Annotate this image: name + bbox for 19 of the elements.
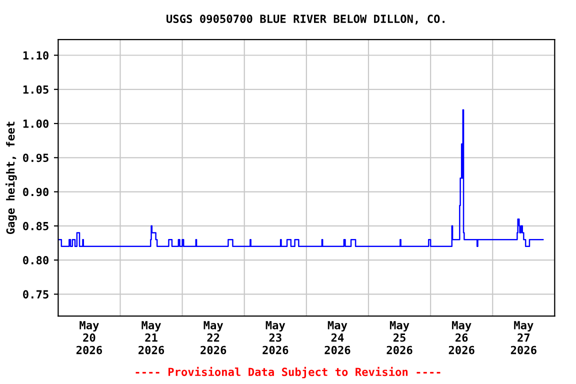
x-tick-label: May 24 2026 [324, 321, 350, 354]
y-tick-label: 0.95 [23, 154, 48, 162]
x-tick-label: May 21 2026 [138, 321, 164, 354]
y-tick-label: 1.05 [23, 85, 48, 94]
x-tick-label: May 22 2026 [200, 321, 226, 354]
y-tick-label: 0.75 [23, 290, 48, 299]
chart-title: USGS 09050700 BLUE RIVER BELOW DILLON, CO. [166, 14, 444, 24]
x-tick-label: May 26 2026 [448, 321, 474, 354]
text: ---- Provisional Data Subject to Revision ---- [136, 366, 440, 378]
x-tick-label: May 20 2026 [76, 321, 102, 354]
x-tick-label: May 25 2026 [386, 321, 412, 354]
y-axis-title: Gage height, feet [5, 122, 17, 234]
y-tick-label: 0.80 [23, 256, 48, 264]
x-tick-label: May 23 2026 [262, 321, 288, 354]
x-tick-label: May 27 2026 [510, 321, 536, 354]
y-tick-label: 0.85 [23, 222, 48, 230]
y-tick-label: 1.10 [23, 51, 48, 60]
y-tick-label: 0.90 [23, 188, 48, 196]
y-tick-label: 1.00 [23, 119, 48, 128]
